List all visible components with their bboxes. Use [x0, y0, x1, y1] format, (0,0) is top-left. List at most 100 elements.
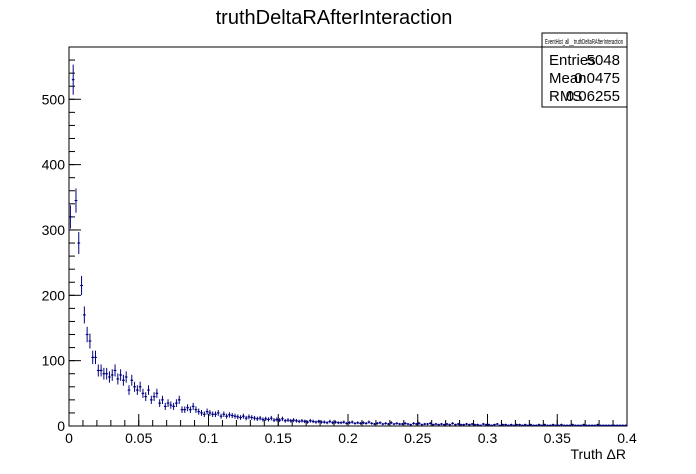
point-marker — [446, 423, 448, 425]
point-marker — [345, 422, 348, 425]
point-marker — [69, 215, 72, 218]
data-point — [183, 406, 187, 413]
point-marker — [621, 424, 624, 427]
point-marker — [365, 422, 368, 425]
point-marker — [541, 424, 543, 427]
x-axis-label: Truth ΔR — [570, 446, 626, 462]
data-point — [133, 381, 136, 392]
point-marker — [144, 395, 147, 398]
data-point — [437, 423, 441, 426]
point-marker — [245, 417, 248, 420]
point-marker — [619, 424, 621, 427]
point-marker — [499, 424, 501, 427]
data-point — [239, 415, 242, 420]
point-marker — [496, 423, 499, 425]
data-point — [423, 422, 427, 426]
point-marker — [72, 78, 75, 81]
data-point — [403, 422, 407, 425]
point-marker — [362, 421, 365, 424]
point-marker — [181, 408, 183, 411]
point-marker — [264, 417, 267, 420]
data-point — [442, 423, 446, 426]
data-point — [543, 423, 547, 426]
point-marker — [359, 422, 362, 425]
data-point — [568, 424, 572, 427]
point-marker — [373, 423, 376, 425]
data-point — [175, 399, 178, 407]
data-point — [116, 373, 120, 385]
data-point — [300, 418, 304, 423]
point-marker — [206, 410, 209, 413]
data-point — [205, 408, 209, 415]
data-point — [314, 420, 318, 424]
data-point — [348, 421, 351, 425]
data-point — [587, 424, 591, 427]
data-point — [334, 420, 337, 424]
data-point — [222, 411, 226, 418]
data-point — [267, 417, 270, 422]
data-point — [322, 420, 326, 424]
y-tick-label: 200 — [42, 287, 66, 303]
point-marker — [451, 422, 454, 425]
point-marker — [585, 424, 588, 427]
stats-entries-value: 5048 — [587, 52, 620, 69]
point-marker — [239, 416, 242, 419]
data-point — [345, 422, 348, 425]
point-marker — [295, 419, 298, 422]
data-point — [465, 422, 468, 426]
point-marker — [158, 402, 161, 405]
point-marker — [524, 423, 527, 426]
data-point — [579, 424, 583, 427]
point-marker — [309, 419, 312, 422]
data-point — [241, 413, 245, 419]
y-tick-label: 500 — [42, 91, 66, 107]
y-axis: 0 100 200 300 400 500 — [42, 46, 81, 434]
point-marker — [125, 376, 128, 378]
data-point — [459, 423, 463, 426]
point-marker — [529, 423, 532, 426]
stats-mean-label: Mean — [549, 70, 587, 87]
data-point — [456, 422, 460, 426]
data-point — [96, 364, 100, 377]
point-marker — [487, 423, 490, 426]
data-point — [328, 419, 332, 424]
data-point — [373, 422, 376, 426]
point-marker — [426, 423, 429, 425]
point-marker — [256, 417, 259, 420]
data-point — [392, 422, 396, 426]
data-point — [286, 418, 290, 423]
data-point — [102, 367, 106, 380]
data-point — [353, 422, 357, 425]
point-marker — [418, 422, 421, 425]
data-point — [91, 350, 95, 365]
point-marker — [602, 424, 605, 427]
point-marker — [440, 423, 443, 425]
data-point — [208, 410, 212, 416]
data-point — [258, 415, 262, 421]
point-marker — [114, 369, 116, 372]
point-marker — [225, 415, 228, 418]
data-point — [77, 232, 81, 254]
point-marker — [376, 422, 379, 425]
data-point — [573, 424, 577, 427]
point-marker — [532, 424, 535, 427]
data-point — [537, 423, 541, 426]
data-point — [501, 423, 505, 426]
stats-box-frame — [541, 32, 628, 108]
point-marker — [563, 424, 566, 427]
point-marker — [415, 423, 418, 425]
point-marker — [412, 422, 415, 425]
point-marker — [275, 418, 278, 421]
data-point — [161, 395, 164, 404]
data-point — [202, 411, 206, 418]
data-point — [562, 424, 566, 427]
point-marker — [172, 405, 175, 408]
data-point — [88, 333, 92, 349]
data-point — [130, 374, 134, 386]
point-marker — [571, 423, 574, 426]
x-tick-label: 0.1 — [199, 430, 219, 446]
data-point — [554, 424, 558, 427]
point-marker — [504, 423, 507, 426]
data-point — [325, 421, 329, 425]
data-point — [526, 424, 530, 427]
